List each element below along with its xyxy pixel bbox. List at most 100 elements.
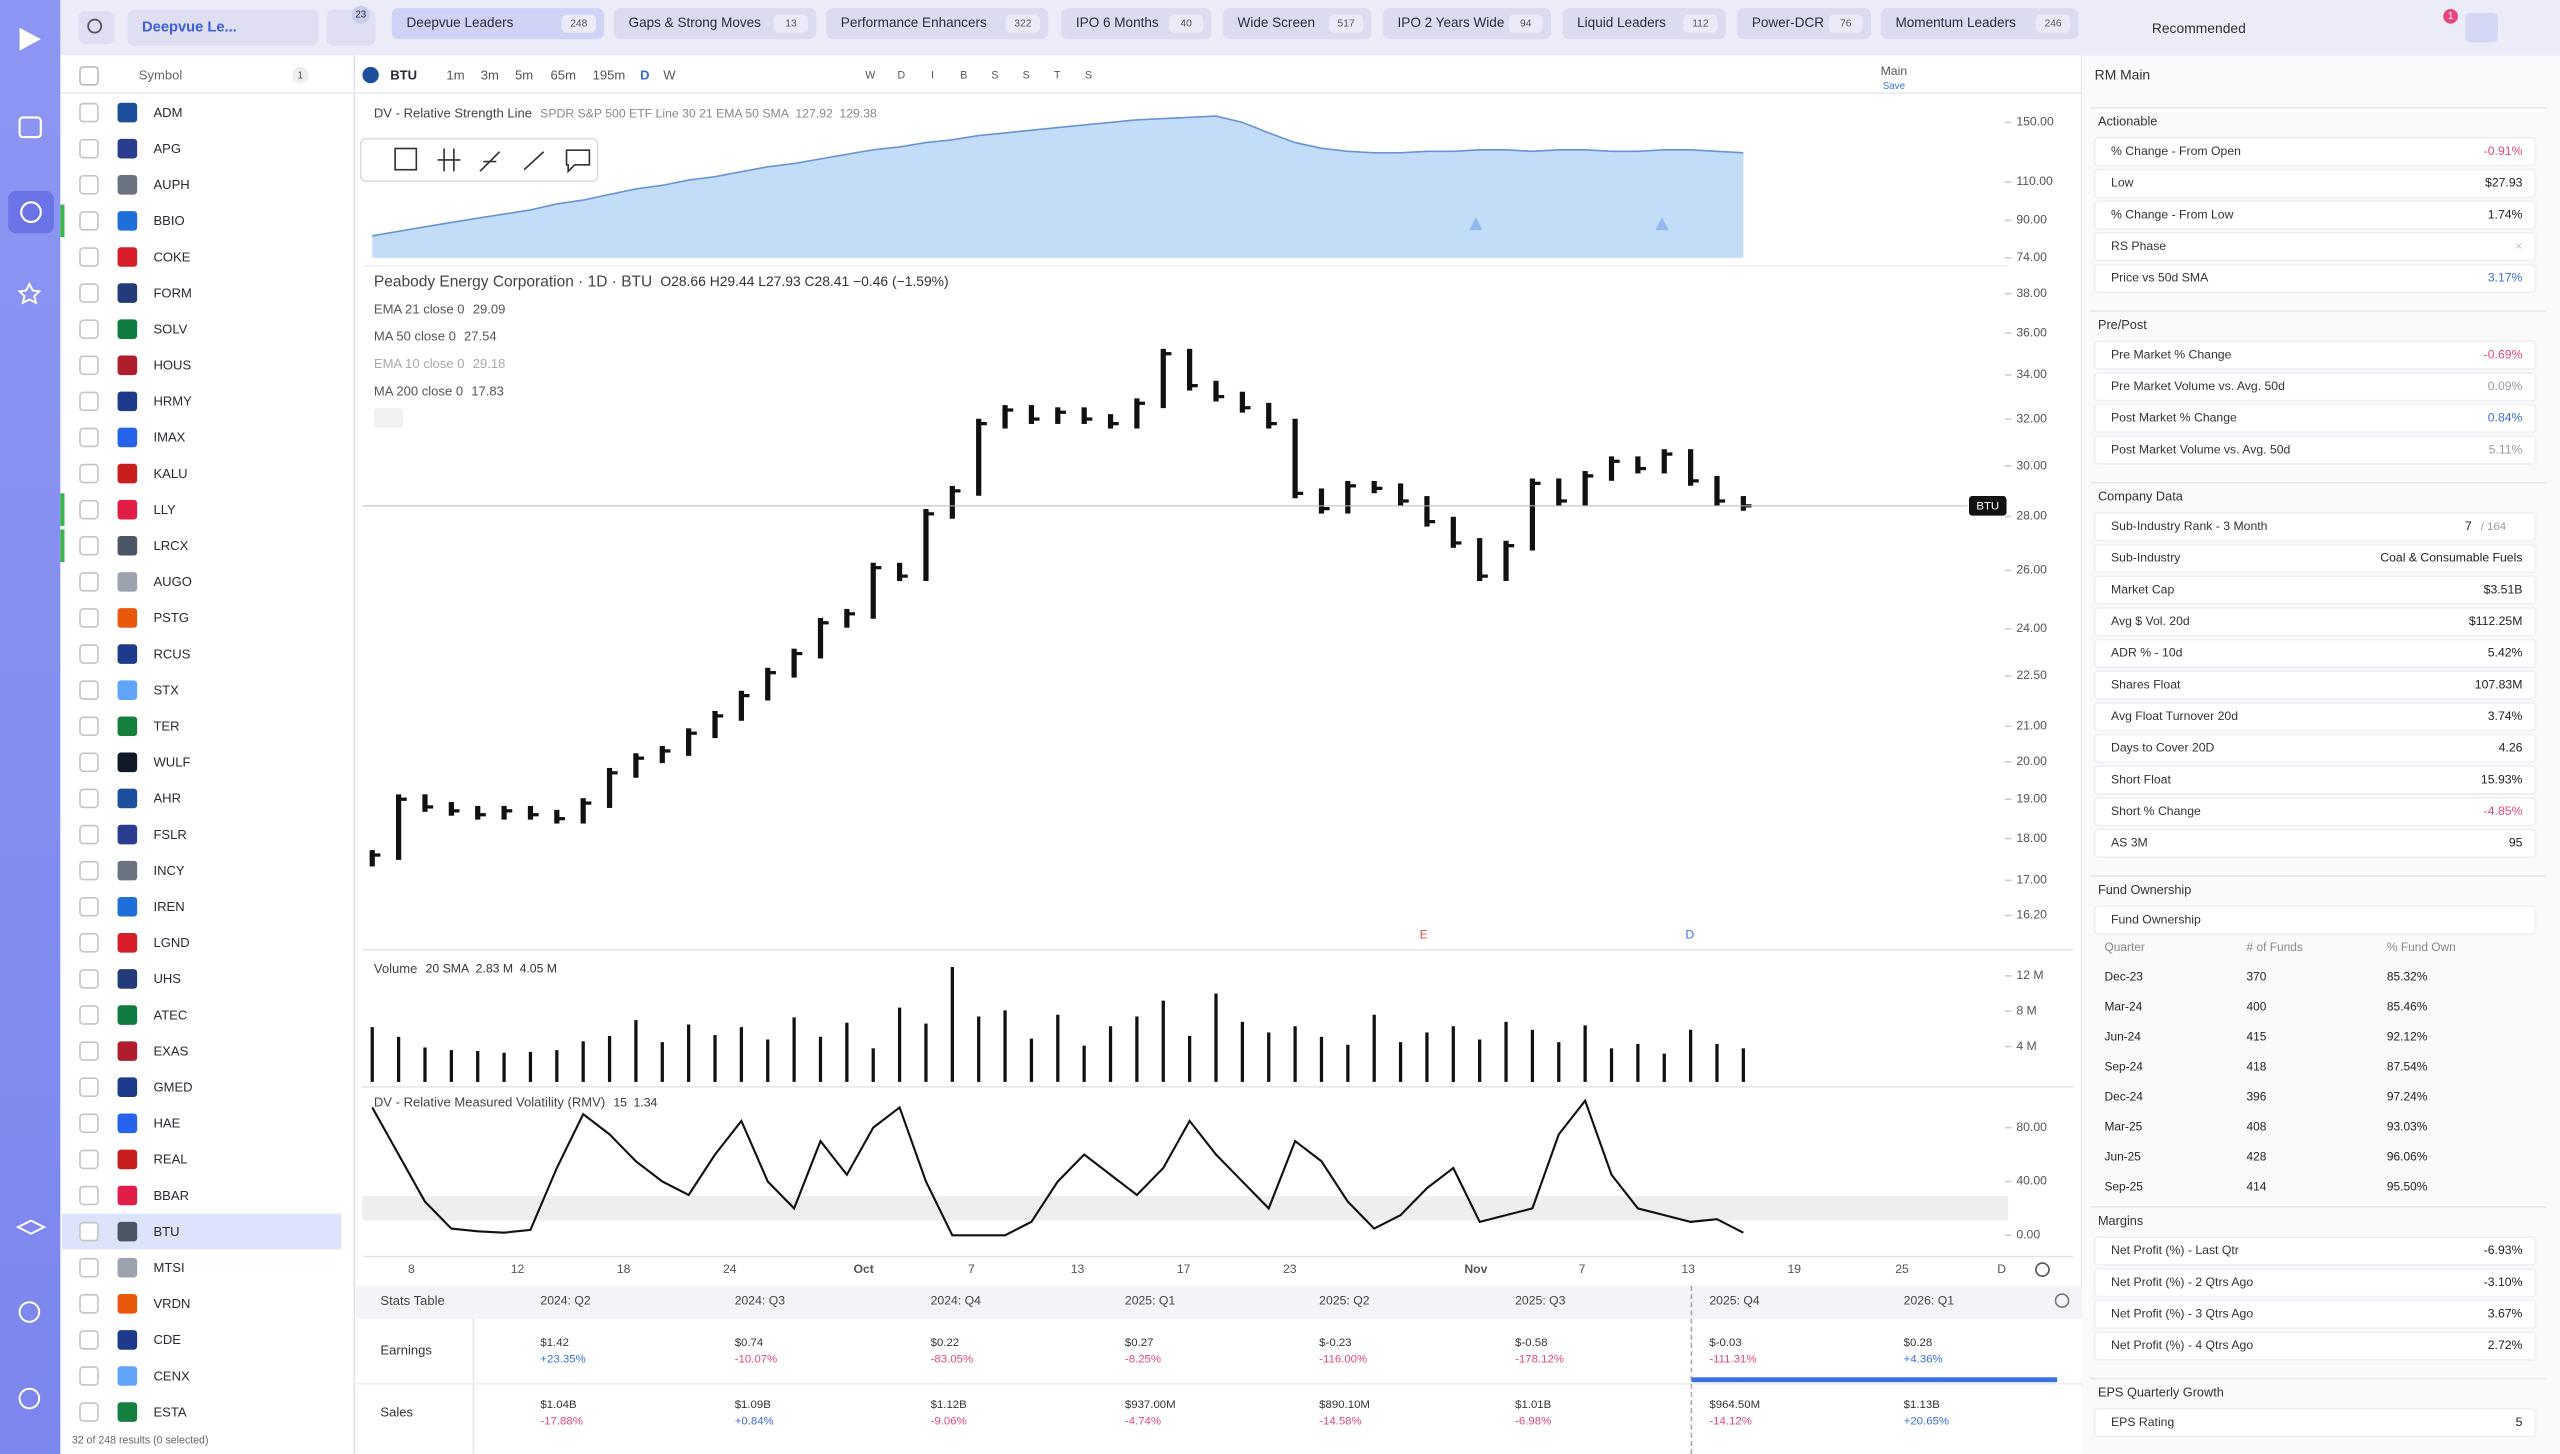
symbol[interactable]: LGND xyxy=(153,935,189,950)
checkbox[interactable] xyxy=(79,535,99,556)
checkbox[interactable] xyxy=(79,1041,99,1061)
checkbox[interactable] xyxy=(79,1294,99,1314)
checkbox[interactable] xyxy=(79,1113,99,1134)
checkbox[interactable] xyxy=(79,933,99,953)
symbol[interactable]: LLY xyxy=(153,502,176,517)
symbol[interactable]: COKE xyxy=(153,249,190,264)
checkbox[interactable] xyxy=(79,1366,99,1386)
draw-rect-tool[interactable] xyxy=(394,147,418,171)
nav-icon[interactable] xyxy=(17,281,42,305)
symbol[interactable]: VRDN xyxy=(153,1296,190,1311)
nav-icon[interactable] xyxy=(18,116,42,139)
tab[interactable] xyxy=(613,8,817,40)
tab[interactable] xyxy=(391,8,605,40)
symbol[interactable]: LRCX xyxy=(153,538,188,553)
checkbox[interactable] xyxy=(79,211,99,231)
symbol[interactable]: CENX xyxy=(153,1368,190,1383)
settings-icon[interactable] xyxy=(2035,1262,2050,1277)
search-button[interactable] xyxy=(78,11,115,45)
symbol[interactable]: ADM xyxy=(153,105,182,120)
checkbox[interactable] xyxy=(79,788,99,809)
symbol[interactable]: BTU xyxy=(153,1224,179,1239)
timeframe[interactable]: 65m xyxy=(551,67,577,82)
checkbox[interactable] xyxy=(79,102,99,123)
checkbox[interactable] xyxy=(79,1077,99,1098)
checkbox[interactable] xyxy=(79,463,99,484)
checkbox[interactable] xyxy=(79,247,99,267)
symbol[interactable]: FSLR xyxy=(153,827,186,842)
checkbox[interactable] xyxy=(79,175,99,195)
symbol[interactable]: REAL xyxy=(153,1152,187,1167)
checkbox[interactable] xyxy=(79,824,99,845)
toolbar-button[interactable]: S xyxy=(1023,70,1030,82)
draw-fib-tool[interactable] xyxy=(437,148,461,172)
symbol[interactable]: KALU xyxy=(153,466,187,481)
symbol[interactable]: EXAS xyxy=(153,1043,188,1058)
checkbox[interactable] xyxy=(79,66,99,86)
symbol[interactable]: IMAX xyxy=(153,430,185,445)
symbol[interactable]: WULF xyxy=(153,755,190,770)
toolbar-button[interactable]: I xyxy=(931,70,934,82)
draw-brush-tool[interactable] xyxy=(479,151,501,172)
tab[interactable] xyxy=(826,8,1049,40)
checkbox[interactable] xyxy=(79,969,99,989)
timeframe[interactable]: W xyxy=(663,67,676,82)
timeframe[interactable]: 195m xyxy=(593,67,626,82)
tab[interactable] xyxy=(1382,8,1552,40)
symbol[interactable]: HRMY xyxy=(153,394,192,409)
timeframe[interactable]: 3m xyxy=(481,67,499,82)
checkbox[interactable] xyxy=(79,896,99,917)
nav-icon[interactable] xyxy=(15,1219,47,1235)
timeframe[interactable]: 5m xyxy=(515,67,533,82)
toolbar-button[interactable]: W xyxy=(865,70,875,82)
checkbox[interactable] xyxy=(79,608,99,628)
checkbox[interactable] xyxy=(79,283,99,303)
symbol[interactable]: FORM xyxy=(153,285,191,300)
symbol[interactable]: AUGO xyxy=(153,574,191,589)
tab[interactable] xyxy=(1880,8,2079,40)
symbol[interactable]: PSTG xyxy=(153,610,189,625)
symbol[interactable]: IREN xyxy=(153,899,184,914)
checkbox[interactable] xyxy=(79,1221,99,1242)
nav-icon[interactable] xyxy=(18,1387,41,1410)
checkbox[interactable] xyxy=(79,644,99,664)
checkbox[interactable] xyxy=(79,752,99,773)
nav-active[interactable] xyxy=(8,190,54,234)
checkbox[interactable] xyxy=(79,319,99,339)
symbol[interactable]: BBAR xyxy=(153,1188,189,1203)
symbol[interactable]: ATEC xyxy=(153,1007,187,1022)
toolbar-button[interactable]: S xyxy=(1085,70,1092,82)
collapse-button[interactable] xyxy=(373,407,404,428)
symbol[interactable]: STX xyxy=(153,682,179,697)
checkbox[interactable] xyxy=(79,716,99,737)
view-toggle[interactable] xyxy=(2465,13,2498,43)
symbol[interactable]: HOUS xyxy=(153,358,191,373)
nav-icon[interactable] xyxy=(20,201,42,223)
checkbox[interactable] xyxy=(79,499,99,520)
symbol[interactable]: ESTA xyxy=(153,1404,186,1419)
checkbox[interactable] xyxy=(79,1257,99,1278)
toolbar-button[interactable]: S xyxy=(991,70,998,82)
symbol[interactable]: SOLV xyxy=(153,321,187,336)
symbol[interactable]: RCUS xyxy=(153,646,190,661)
symbol[interactable]: AUPH xyxy=(153,177,189,192)
symbol[interactable]: AHR xyxy=(153,791,181,806)
symbol[interactable]: GMED xyxy=(153,1079,192,1094)
sort-select[interactable] xyxy=(2109,9,2299,46)
checkbox[interactable] xyxy=(79,138,99,159)
checkbox[interactable] xyxy=(79,1149,99,1170)
checkbox[interactable] xyxy=(79,860,99,881)
layout-save[interactable]: Save xyxy=(1883,81,1905,92)
checkbox[interactable] xyxy=(79,1005,99,1025)
toolbar-button[interactable]: T xyxy=(1054,70,1061,82)
checkbox[interactable] xyxy=(79,680,99,700)
symbol[interactable]: HAE xyxy=(153,1116,180,1131)
nav-icon[interactable] xyxy=(18,1301,41,1323)
symbol[interactable]: TER xyxy=(153,719,179,734)
checkbox[interactable] xyxy=(79,427,99,448)
checkbox[interactable] xyxy=(79,572,99,592)
symbol[interactable]: CDE xyxy=(153,1332,181,1347)
checkbox[interactable] xyxy=(79,355,99,376)
checkbox[interactable] xyxy=(79,1185,99,1206)
symbol[interactable]: BBIO xyxy=(153,213,184,228)
